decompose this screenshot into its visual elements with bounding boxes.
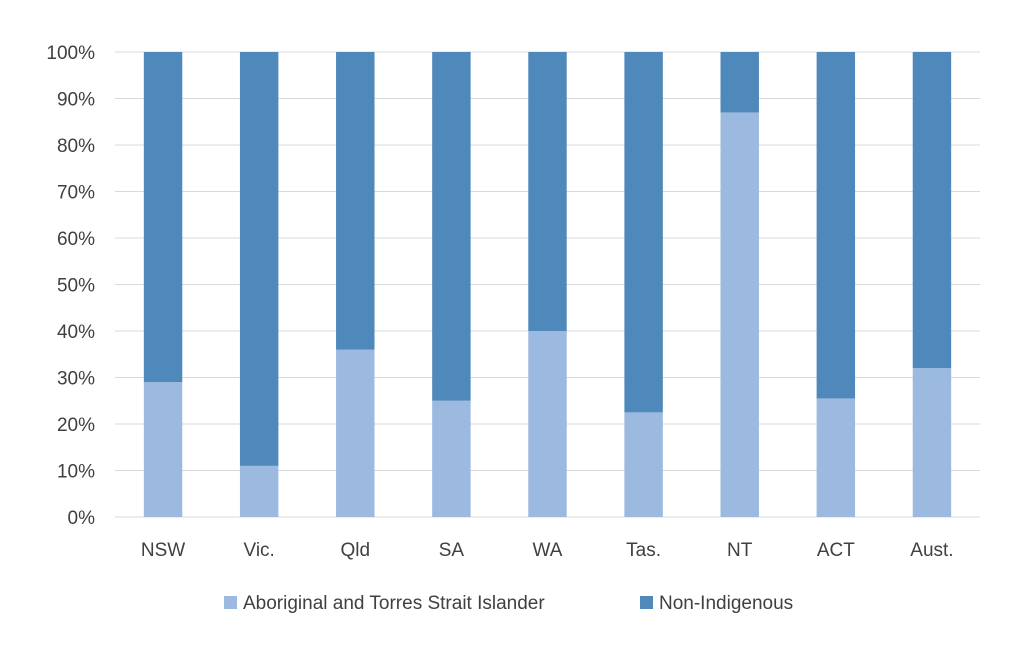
legend: Aboriginal and Torres Strait Islander Non… — [224, 593, 793, 614]
legend-item-aboriginal: Aboriginal and Torres Strait Islander — [224, 593, 545, 614]
x-tick-label: SA — [439, 540, 465, 561]
bar-segment-aboriginal — [239, 465, 279, 517]
bar-segment-aboriginal — [912, 368, 952, 517]
legend-label: Non-Indigenous — [659, 593, 793, 614]
bar-segment-aboriginal — [143, 382, 183, 517]
legend-swatch — [224, 596, 237, 609]
legend-item-non-indigenous: Non-Indigenous — [640, 593, 793, 614]
x-tick-label: Qld — [340, 540, 370, 561]
bar-segment-aboriginal — [432, 400, 471, 517]
y-tick-label: 10% — [57, 462, 95, 483]
y-tick-label: 90% — [57, 90, 95, 111]
bar-segment-non-indigenous — [239, 52, 279, 466]
y-tick-label: 40% — [57, 322, 95, 343]
bar-segment-aboriginal — [336, 349, 375, 517]
y-tick-label: 100% — [46, 43, 95, 64]
bar-segment-aboriginal — [720, 112, 759, 517]
bar-segment-non-indigenous — [143, 52, 183, 383]
legend-swatch — [640, 596, 653, 609]
x-tick-label: Aust. — [910, 540, 953, 561]
y-tick-label: 30% — [57, 369, 95, 390]
bar-segment-non-indigenous — [528, 52, 567, 331]
y-tick-label: 0% — [68, 508, 96, 529]
y-tick-label: 20% — [57, 415, 95, 436]
bars — [143, 52, 952, 517]
bar-segment-non-indigenous — [912, 52, 952, 369]
x-axis-tick-labels: NSW Vic. Qld SA WA Tas. NT ACT Aust. — [141, 540, 954, 561]
y-axis-tick-labels: 0% 10% 20% 30% 40% 50% 60% 70% 80% 90% 100% — [46, 43, 95, 529]
y-tick-label: 60% — [57, 229, 95, 250]
y-tick-label: 70% — [57, 183, 95, 204]
legend-label: Aboriginal and Torres Strait Islander — [243, 593, 545, 614]
bar-segment-non-indigenous — [432, 52, 471, 401]
x-tick-label: ACT — [817, 540, 855, 561]
bar-segment-non-indigenous — [720, 52, 759, 113]
x-tick-label: NSW — [141, 540, 185, 561]
x-tick-label: Tas. — [626, 540, 661, 561]
x-tick-label: NT — [727, 540, 753, 561]
bar-segment-aboriginal — [816, 398, 856, 517]
bar-segment-non-indigenous — [624, 52, 663, 413]
bar-segment-non-indigenous — [336, 52, 375, 350]
y-tick-label: 80% — [57, 136, 95, 157]
bar-segment-aboriginal — [624, 412, 663, 517]
x-tick-label: Vic. — [243, 540, 274, 561]
bar-segment-non-indigenous — [816, 52, 856, 399]
y-tick-label: 50% — [57, 276, 95, 297]
bar-segment-aboriginal — [528, 331, 567, 517]
x-tick-label: WA — [533, 540, 563, 561]
